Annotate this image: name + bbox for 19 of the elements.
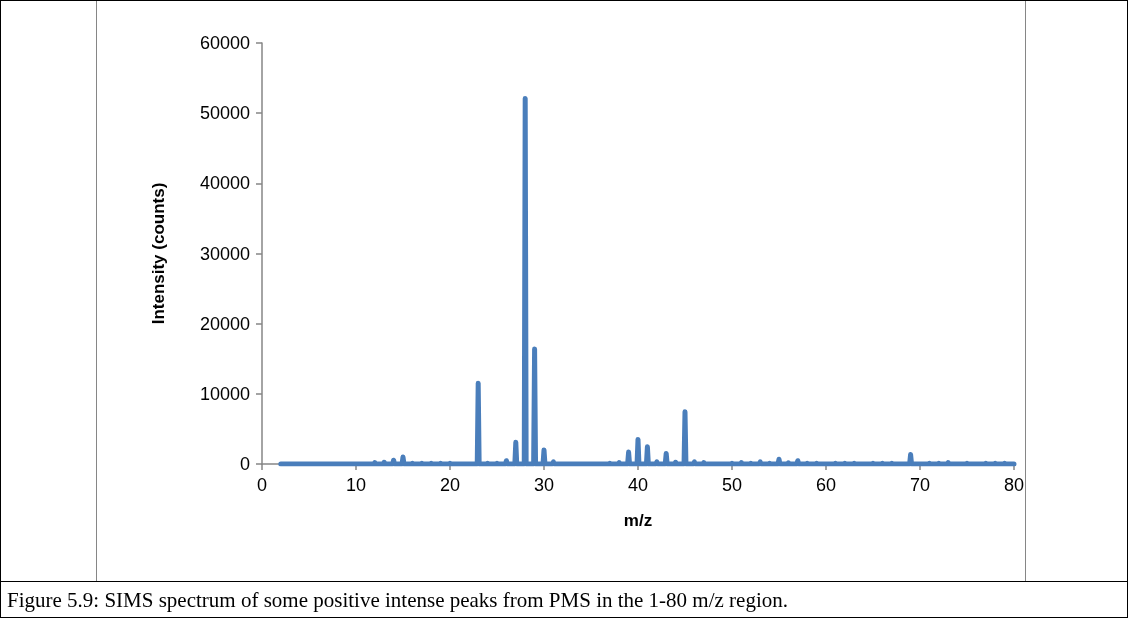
x-axis-title: m/z <box>623 511 653 530</box>
x-tick-label: 20 <box>439 475 461 495</box>
y-tick-label: 20000 <box>199 313 250 334</box>
x-tick-label: 10 <box>345 475 367 495</box>
y-tick-label: 50000 <box>199 103 250 124</box>
x-tick-label: 0 <box>256 475 268 495</box>
x-tick-label: 30 <box>533 475 555 495</box>
x-tick-label: 50 <box>721 475 743 495</box>
y-tick-label: 10000 <box>199 383 250 404</box>
y-tick-label: 40000 <box>199 173 250 194</box>
y-tick-label: 0 <box>239 454 250 474</box>
y-tick-label: 30000 <box>199 243 250 264</box>
x-tick-label: 70 <box>909 475 931 495</box>
x-tick-label: 40 <box>627 475 649 495</box>
x-tick-label: 60 <box>815 475 837 495</box>
y-tick-label: 60000 <box>199 33 250 53</box>
x-tick-label: 80 <box>1003 475 1024 495</box>
caption: Figure 5.9: SIMS spectrum of some positive intense peaks from PMS in the 1-80 m/z region. <box>7 588 788 612</box>
y-axis-title: Intensity (counts) <box>149 182 168 325</box>
